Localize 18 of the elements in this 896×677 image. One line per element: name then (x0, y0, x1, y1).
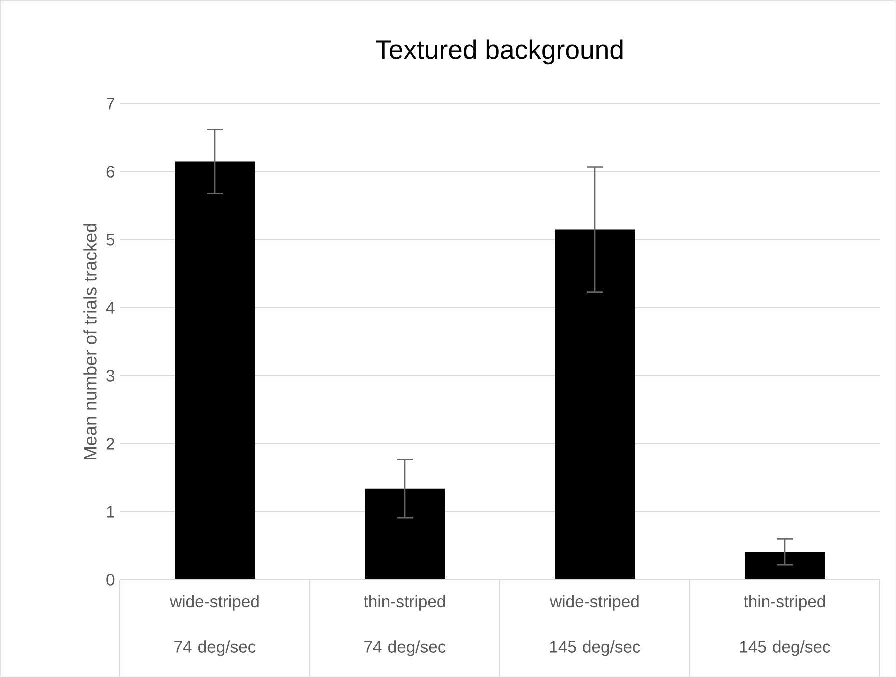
y-tick-label: 5 (106, 234, 115, 246)
y-tick-label: 0 (106, 574, 115, 586)
y-tick-label: 7 (106, 98, 114, 110)
y-tick-label: 3 (106, 370, 115, 382)
chart-title: Textured background (376, 40, 623, 65)
bar (175, 162, 255, 580)
category-label: thin-striped 145 deg/sec (740, 595, 830, 656)
category-label: wide-striped 74 deg/sec (170, 595, 259, 656)
bar (744, 552, 825, 580)
bar (555, 230, 635, 580)
y-tick-label: 1 (107, 506, 114, 518)
y-tick-label: 6 (106, 166, 115, 178)
category-label: wide-striped 145 deg/sec (550, 595, 640, 656)
y-axis-title: Mean number of trials tracked (84, 224, 97, 460)
bar (365, 488, 445, 580)
y-tick-label: 2 (106, 438, 114, 450)
category-label: thin-striped 74 deg/sec (364, 595, 446, 656)
y-tick-label: 4 (106, 302, 115, 314)
